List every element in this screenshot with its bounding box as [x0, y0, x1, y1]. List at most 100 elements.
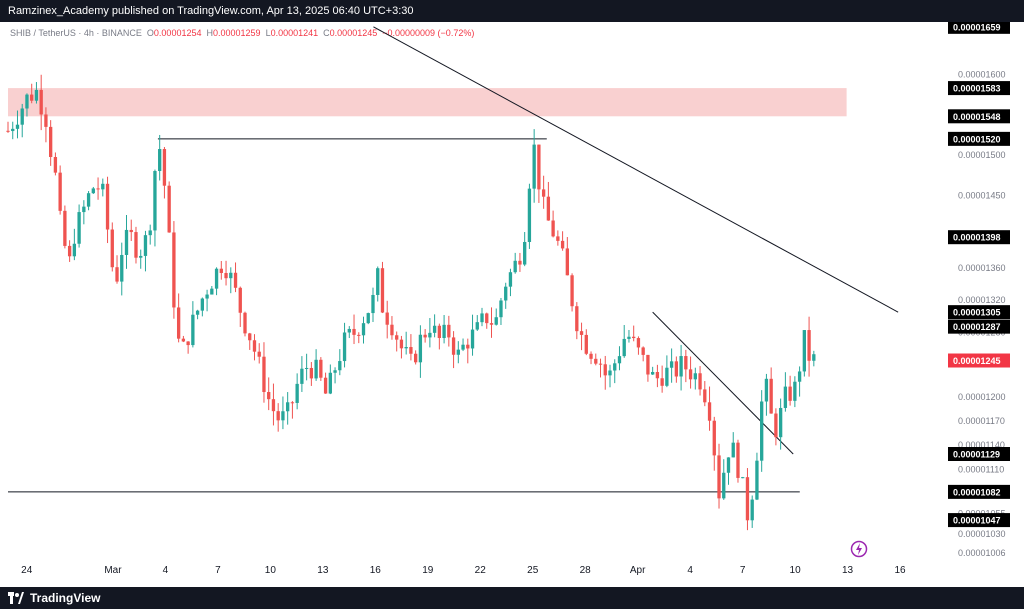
candle-body — [584, 334, 588, 354]
candle-body — [290, 402, 295, 404]
current-price-label: 0.00001245 — [953, 356, 1001, 366]
published-text: Ramzinex_Academy published on TradingVie… — [8, 5, 414, 17]
candle-body — [722, 472, 726, 499]
candle-body — [470, 329, 475, 349]
candle-body — [636, 338, 641, 348]
candle-body — [494, 317, 498, 325]
candle-body — [34, 89, 39, 101]
price-label-box — [948, 22, 1010, 34]
candle-body — [243, 312, 247, 334]
candle-body — [513, 260, 517, 273]
price-label: 0.00001583 — [953, 84, 1001, 94]
price-label-box — [948, 109, 1010, 124]
candle-body — [248, 333, 252, 341]
candle-body — [741, 477, 745, 479]
low-value: 0.00001241 — [270, 28, 319, 38]
price-chart[interactable]: 0.000016000.000015500.000015000.00001450… — [0, 22, 1024, 587]
x-tick-label: 28 — [580, 565, 592, 576]
candle-body — [769, 378, 773, 414]
candle-body — [53, 157, 58, 173]
candle-body — [603, 364, 607, 376]
candle-body — [262, 356, 266, 393]
candle-body — [475, 322, 479, 330]
candle-body — [214, 268, 219, 289]
close-label: C — [323, 28, 330, 38]
candle-body — [352, 328, 356, 335]
candle-body — [418, 334, 423, 363]
candle-body — [788, 386, 792, 401]
candle-body — [466, 344, 470, 349]
candle-body — [807, 330, 811, 361]
price-label: 0.00001548 — [953, 112, 1001, 122]
candle-body — [665, 367, 669, 386]
price-label: 0.00001047 — [953, 516, 1001, 526]
candle-body — [560, 240, 565, 249]
candle-body — [669, 361, 674, 368]
symbol-info: SHIB / TetherUS · 4h · BINANCE O0.000012… — [10, 28, 474, 38]
footer-bar: TradingView — [0, 587, 1024, 609]
trendline-1 — [652, 311, 794, 455]
candle-body — [726, 457, 731, 473]
candle-body — [205, 294, 209, 299]
candle-body — [195, 310, 200, 315]
candle-body — [660, 378, 664, 386]
x-tick-label: 7 — [740, 565, 746, 576]
x-tick-label: 4 — [687, 565, 693, 576]
publish-info-bar: Ramzinex_Academy published on TradingVie… — [0, 0, 1024, 22]
y-tick-label: 0.00001450 — [958, 190, 1006, 200]
x-tick-label: Mar — [104, 565, 122, 576]
candle-body — [328, 372, 332, 394]
candle-body — [191, 314, 195, 346]
candle-body — [186, 341, 190, 346]
candle-body — [58, 172, 62, 211]
candle-body — [252, 340, 257, 352]
candle-body — [338, 361, 342, 371]
price-label-box — [948, 131, 1010, 146]
candle-body — [124, 229, 129, 255]
candle-body — [129, 229, 133, 233]
flash-icon[interactable] — [850, 540, 868, 558]
candle-body — [736, 442, 740, 478]
candle-body — [489, 323, 494, 325]
candle-body — [556, 236, 560, 241]
price-label: 0.00001129 — [953, 450, 1000, 460]
candle-body — [44, 114, 48, 127]
candle-body — [295, 383, 299, 403]
price-label-box — [948, 230, 1010, 245]
candle-body — [461, 344, 465, 350]
candle-body — [11, 128, 15, 132]
candle-body — [385, 312, 389, 325]
candle-body — [579, 331, 584, 335]
candle-body — [627, 336, 631, 339]
candle-body — [570, 275, 574, 307]
candle-body — [527, 188, 532, 242]
candle-body — [532, 144, 536, 189]
candle-body — [224, 273, 228, 279]
candle-body — [655, 371, 660, 379]
candle-body — [622, 338, 626, 357]
price-label: 0.00001659 — [953, 22, 1001, 32]
candle-body — [172, 232, 176, 308]
candle-body — [437, 325, 442, 339]
high-value: 0.00001259 — [213, 28, 261, 38]
candle-body — [304, 367, 309, 369]
candle-body — [456, 349, 460, 355]
candle-body — [120, 254, 124, 282]
y-tick-label: 0.00001600 — [958, 69, 1006, 79]
candle-body — [745, 477, 750, 521]
candle-body — [423, 334, 427, 338]
x-tick-label: 22 — [475, 565, 487, 576]
y-tick-label: 0.00001320 — [958, 295, 1006, 305]
x-tick-label: 13 — [842, 565, 854, 576]
candle-body — [774, 413, 778, 438]
high-label: H — [206, 28, 214, 38]
candle-body — [115, 267, 119, 282]
candle-body — [518, 260, 522, 265]
candle-body — [148, 230, 152, 236]
y-tick-label: 0.00001140 — [958, 440, 1005, 450]
candle-body — [428, 332, 432, 338]
candle-body — [598, 363, 603, 365]
candle-body — [319, 359, 323, 378]
candle-body — [314, 359, 318, 379]
y-tick-label: 0.00001500 — [958, 150, 1006, 160]
